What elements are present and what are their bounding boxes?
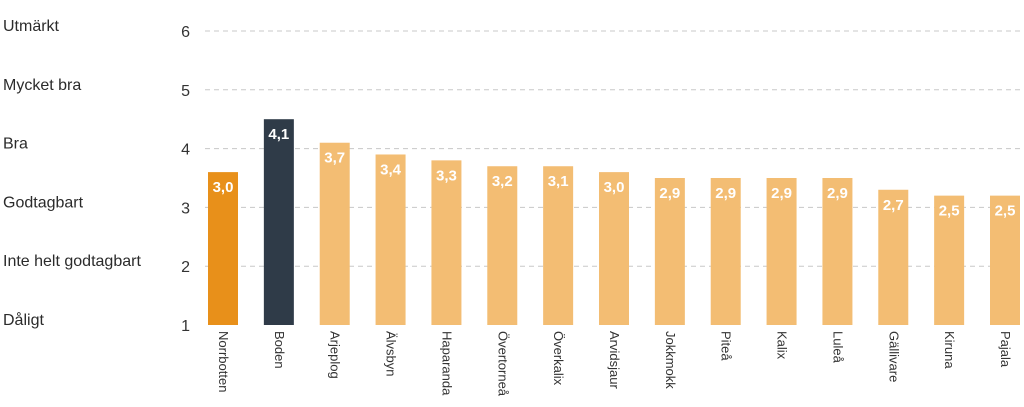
rating-label: Utmärkt [3,18,60,35]
data-label: 3,3 [436,167,457,184]
y-tick-label: 4 [181,142,190,159]
bar-luleå [822,178,853,325]
data-label: 2,5 [939,203,960,220]
x-tick-label: Boden [272,331,287,369]
bar-kiruna [934,195,965,325]
rating-label: Mycket bra [3,77,81,94]
data-label: 3,0 [213,179,234,196]
data-label: 2,5 [995,203,1016,220]
bar-övertorneå [487,166,518,325]
data-label: 3,1 [548,173,569,190]
bar-älvsbyn [375,154,406,325]
bar-arjeplog [319,142,350,325]
bar-haparanda [431,160,462,325]
x-tick-label: Jokkmokk [663,331,678,389]
bar-norrbotten [208,172,238,325]
x-tick-label: Överkalix [551,331,566,386]
x-tick-label: Arvidsjaur [607,331,622,389]
rating-label: Dåligt [3,311,44,329]
data-label: 3,7 [324,150,345,167]
data-label: 2,9 [659,185,680,202]
data-label: 3,4 [380,161,402,178]
x-tick-label: Kalix [775,331,790,360]
bars [208,119,1020,325]
y-tick-label: 2 [181,259,190,276]
bar-pajala [990,195,1020,325]
y-axis-ticks: 1 2 3 4 5 6 [181,24,190,335]
bar-jokkmokk [654,178,685,325]
data-label: 2,7 [883,197,904,214]
bar-piteå [710,178,741,325]
x-tick-label: Haparanda [439,331,454,396]
x-tick-label: Piteå [719,331,734,361]
bar-boden [263,119,294,325]
data-label: 3,2 [492,173,513,190]
data-labels: 3,0 4,1 3,7 3,4 3,3 3,2 3,1 3,0 2,9 2,9 2,9 2,9 2,7 2… [213,126,1016,219]
data-label: 2,9 [771,185,792,202]
bar-överkalix [543,166,574,325]
y-tick-label: 1 [181,318,190,335]
data-label: 3,0 [604,179,625,196]
rating-label: Bra [3,136,28,153]
x-tick-label: Arjeplog [328,331,343,379]
bar-kalix [766,178,797,325]
y-tick-label: 3 [181,200,190,217]
y-tick-label: 5 [181,83,190,100]
rating-label: Godtagbart [3,194,84,211]
data-label: 2,9 [827,185,848,202]
x-axis-ticks: Norrbotten Boden Arjeplog Älvsbyn Haparanda Ö… [216,331,1013,397]
bar-gällivare [878,189,909,325]
x-tick-label: Älvsbyn [384,331,399,377]
x-tick-label: Luleå [830,331,845,364]
x-tick-label: Pajala [998,331,1013,368]
x-tick-label: Kiruna [942,331,957,369]
y-tick-label: 6 [181,24,190,41]
x-tick-label: Gällivare [886,331,901,382]
data-label: 2,9 [715,185,736,202]
rating-labels: Dåligt Inte helt godtagbart Godtagbart Bra M… [3,18,141,329]
data-label: 4,1 [268,126,289,143]
bar-arvidsjaur [599,172,629,325]
rating-label: Inte helt godtagbart [3,253,141,270]
x-tick-label: Norrbotten [216,331,231,392]
x-tick-label: Övertorneå [495,331,510,397]
